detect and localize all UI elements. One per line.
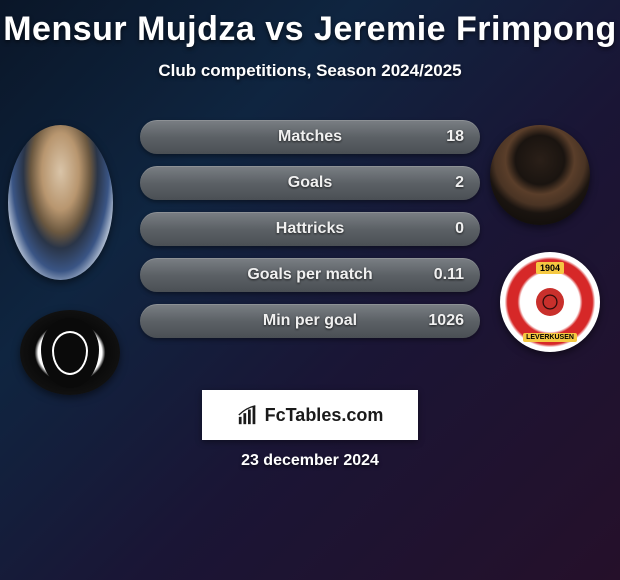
club2-crest: 1904 LEVERKUSEN: [500, 252, 600, 352]
stat-row-goals-per-match: Goals per match 0.11: [140, 258, 480, 292]
stat-right-value: 0.11: [434, 266, 464, 284]
stat-right-value: 1026: [428, 312, 464, 330]
player2-name: Jeremie Frimpong: [314, 10, 617, 48]
stat-row-hattricks: Hattricks 0: [140, 212, 480, 246]
branding-text: FcTables.com: [265, 405, 384, 426]
subtitle: Club competitions, Season 2024/2025: [0, 61, 620, 81]
stat-label: Goals: [288, 174, 332, 192]
club1-crest: [20, 310, 120, 395]
stat-label: Matches: [278, 128, 342, 146]
branding-strip: FcTables.com: [202, 390, 418, 440]
player1-photo: [8, 125, 113, 280]
vs-separator: vs: [265, 10, 304, 48]
stat-row-min-per-goal: Min per goal 1026: [140, 304, 480, 338]
club2-crest-center-icon: [530, 282, 570, 322]
stat-label: Hattricks: [276, 220, 344, 238]
club2-name-badge: LEVERKUSEN: [523, 333, 577, 342]
stats-panel: Matches 18 Goals 2 Hattricks 0 Goals per…: [140, 120, 480, 350]
chart-bars-icon: [237, 404, 259, 426]
player1-name: Mensur Mujdza: [3, 10, 255, 48]
stat-row-matches: Matches 18: [140, 120, 480, 154]
club2-lion-icon: [536, 288, 564, 316]
stat-label: Goals per match: [247, 266, 372, 284]
stat-row-goals: Goals 2: [140, 166, 480, 200]
club2-year-badge: 1904: [536, 262, 564, 274]
club1-crest-shield-icon: [41, 318, 99, 388]
comparison-card: Mensur Mujdza vs Jeremie Frimpong Club c…: [0, 0, 620, 580]
player2-photo: [490, 125, 590, 225]
footer-date: 23 december 2024: [241, 452, 379, 470]
stat-right-value: 18: [446, 128, 464, 146]
stat-right-value: 0: [455, 220, 464, 238]
stat-label: Min per goal: [263, 312, 357, 330]
page-title: Mensur Mujdza vs Jeremie Frimpong: [0, 0, 620, 49]
stat-right-value: 2: [455, 174, 464, 192]
